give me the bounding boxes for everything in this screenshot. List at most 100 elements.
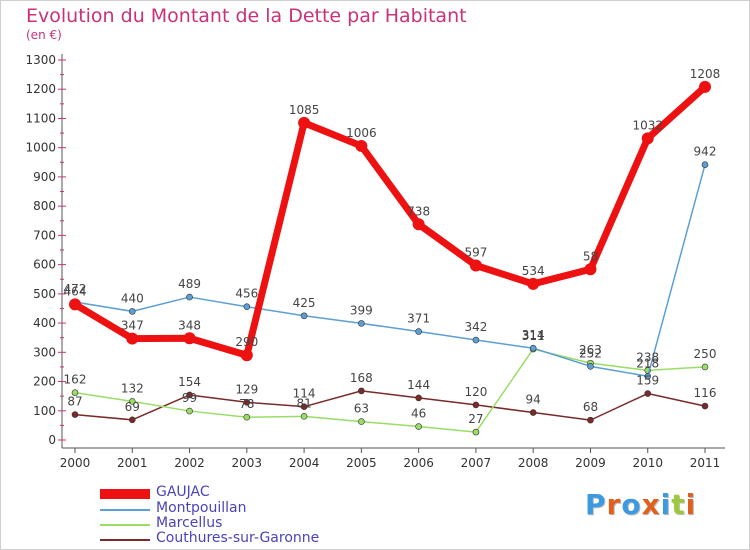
data-label: 238 xyxy=(636,350,659,364)
logo-letter: o xyxy=(621,488,642,521)
y-tick-label: 900 xyxy=(33,170,56,184)
data-label: 347 xyxy=(121,319,144,333)
data-label: 399 xyxy=(350,303,373,317)
legend-swatch-montpouillan xyxy=(100,509,150,511)
logo-letter: x xyxy=(641,488,661,521)
data-label: 252 xyxy=(579,346,602,360)
x-tick-label: 2008 xyxy=(518,456,549,470)
legend-swatch-marcellus xyxy=(100,524,150,526)
x-tick-label: 2001 xyxy=(117,456,148,470)
y-tick-label: 1100 xyxy=(25,111,56,125)
y-tick-label: 1000 xyxy=(25,141,56,155)
data-point xyxy=(415,423,422,430)
x-tick-label: 2011 xyxy=(690,456,721,470)
data-point xyxy=(587,363,594,370)
data-point xyxy=(469,259,482,272)
data-label: 129 xyxy=(235,382,258,396)
series-line-gaujac xyxy=(73,84,708,359)
data-point xyxy=(415,394,422,402)
data-label: 144 xyxy=(407,378,430,392)
data-label: 154 xyxy=(178,375,201,389)
data-point xyxy=(300,413,308,420)
data-point xyxy=(701,161,709,168)
logo-letter: r xyxy=(606,488,622,521)
data-label: 425 xyxy=(293,296,316,310)
data-point xyxy=(183,332,196,345)
y-tick-label: 500 xyxy=(33,287,56,301)
data-label: 63 xyxy=(354,402,369,416)
y-tick-label: 200 xyxy=(33,375,56,389)
data-point xyxy=(584,263,597,276)
data-label: 132 xyxy=(121,381,144,395)
data-label: 159 xyxy=(636,374,659,388)
data-point xyxy=(644,372,652,380)
data-label: 250 xyxy=(694,347,717,361)
series-line-couthures-sur-garonne xyxy=(74,390,706,421)
data-point xyxy=(128,398,136,405)
logo-letter: P xyxy=(585,488,607,521)
data-label: 162 xyxy=(64,373,87,387)
data-label: 342 xyxy=(464,320,487,334)
data-point xyxy=(415,328,422,335)
data-point xyxy=(641,132,654,145)
legend-swatch-gaujac xyxy=(100,489,150,499)
data-point xyxy=(412,218,425,231)
data-label: 738 xyxy=(407,204,430,218)
data-point xyxy=(472,428,480,436)
data-point xyxy=(300,403,308,410)
data-point xyxy=(355,139,368,152)
data-label: 1085 xyxy=(289,103,320,117)
data-point xyxy=(472,401,480,409)
legend-label-couthures: Couthures-sur-Garonne xyxy=(156,530,320,546)
data-point xyxy=(240,349,253,362)
y-tick-label: 600 xyxy=(33,258,56,272)
data-label: 472 xyxy=(64,282,87,296)
y-tick-label: 800 xyxy=(33,199,56,213)
data-label: 597 xyxy=(464,245,487,259)
data-label: 456 xyxy=(235,287,258,301)
legend-swatch-couthures xyxy=(100,539,150,541)
chart-subtitle: (en €) xyxy=(26,28,62,42)
series-line-marcellus xyxy=(74,348,706,433)
x-tick-label: 2000 xyxy=(60,456,91,470)
data-point xyxy=(358,418,365,425)
data-label: 68 xyxy=(583,400,598,414)
logo-letter: i xyxy=(685,488,697,521)
data-point xyxy=(128,308,136,315)
data-point xyxy=(186,293,193,301)
data-point xyxy=(472,336,480,344)
data-label: 1208 xyxy=(690,67,721,81)
y-tick-label: 1200 xyxy=(25,82,56,96)
data-point xyxy=(243,303,251,311)
data-point xyxy=(529,344,537,352)
data-label: 311 xyxy=(522,329,545,343)
data-point xyxy=(71,411,79,418)
x-tick-label: 2003 xyxy=(232,456,263,470)
data-label: 534 xyxy=(522,264,545,278)
series-line-montpouillan xyxy=(74,164,706,378)
y-tick-label: 100 xyxy=(33,404,56,418)
y-tick-label: 1300 xyxy=(25,53,56,67)
data-point xyxy=(529,409,537,416)
data-point xyxy=(701,363,709,371)
data-label: 489 xyxy=(178,277,201,291)
data-label: 263 xyxy=(579,343,602,357)
data-point xyxy=(527,277,540,290)
data-point xyxy=(358,320,365,327)
data-label: 69 xyxy=(125,400,140,414)
data-label: 440 xyxy=(121,291,144,305)
data-point xyxy=(358,387,365,395)
data-label: 218 xyxy=(636,356,659,370)
data-point xyxy=(128,416,136,424)
x-tick-label: 2002 xyxy=(174,456,205,470)
logo-letter: i xyxy=(660,488,672,521)
data-point xyxy=(699,80,711,93)
data-label: 94 xyxy=(526,393,541,407)
data-point xyxy=(587,416,594,424)
x-tick-label: 2006 xyxy=(403,456,434,470)
x-tick-label: 2010 xyxy=(632,456,663,470)
x-tick-label: 2009 xyxy=(575,456,606,470)
data-label: 46 xyxy=(411,407,426,421)
data-point xyxy=(243,398,251,406)
